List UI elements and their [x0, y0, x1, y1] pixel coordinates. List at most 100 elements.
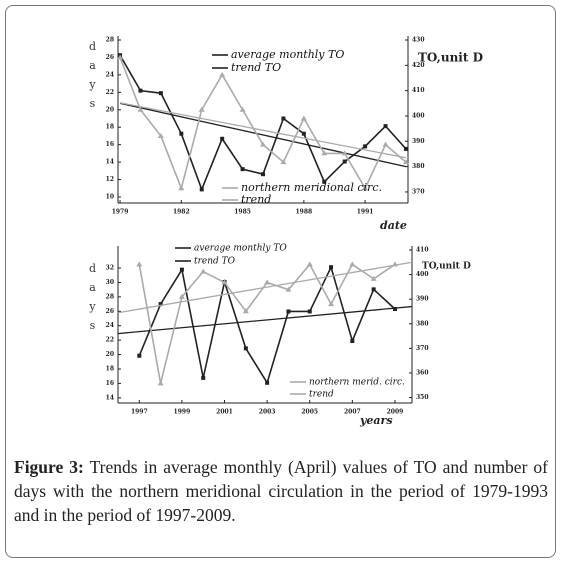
x-axis-label: years	[359, 414, 393, 427]
trend-line	[119, 102, 407, 159]
y-tick-label: 10	[106, 194, 114, 201]
y2-tick-label: 350	[416, 394, 429, 401]
y-tick-label: 26	[106, 54, 114, 61]
y-tick-label: 16	[106, 141, 114, 148]
marker	[306, 261, 313, 267]
marker	[301, 131, 306, 136]
y-tick-label: 18	[106, 124, 114, 131]
y-tick-label: 30	[106, 279, 114, 286]
y-tick-label: 26	[106, 308, 114, 315]
y-tick-label: 28	[106, 293, 114, 300]
marker	[242, 308, 249, 314]
y2-axis-label: TO,unit D	[418, 51, 483, 65]
y2-tick-label: 380	[416, 320, 429, 327]
marker	[179, 267, 184, 272]
y2-tick-label: 390	[412, 138, 425, 145]
marker	[200, 268, 207, 274]
x-tick-label: 1997	[131, 409, 148, 416]
y-axis-label: days	[86, 262, 99, 338]
marker	[221, 279, 228, 285]
x-tick-label: 2001	[216, 409, 233, 416]
y2-tick-label: 370	[412, 188, 425, 195]
y2-axis-label: TO,unit D	[422, 262, 471, 272]
y2-tick-label: 380	[412, 163, 425, 170]
legend-label: trend TO	[194, 257, 236, 267]
marker	[198, 106, 205, 112]
marker	[383, 124, 388, 129]
trend-line	[117, 261, 413, 314]
y2-tick-label: 390	[416, 296, 429, 303]
caption-label: Figure 3:	[14, 457, 84, 477]
marker	[178, 293, 185, 299]
x-tick-label: 1985	[234, 209, 251, 216]
marker	[260, 141, 266, 147]
marker	[300, 115, 307, 121]
x-tick-label: 1991	[357, 209, 374, 216]
marker	[137, 106, 144, 112]
legend-label: average monthly TO	[231, 48, 344, 61]
marker	[363, 144, 368, 149]
y-tick-label: 20	[106, 106, 114, 113]
x-tick-label: 2003	[259, 409, 276, 416]
marker	[321, 150, 328, 156]
marker	[179, 131, 184, 136]
marker	[322, 179, 327, 184]
marker	[243, 346, 248, 351]
marker	[402, 159, 409, 165]
marker	[158, 302, 163, 307]
marker	[307, 309, 312, 314]
y-tick-label: 16	[106, 380, 114, 387]
marker	[286, 309, 291, 314]
y-tick-label: 22	[106, 89, 114, 96]
x-tick-label: 2007	[344, 409, 361, 416]
marker	[157, 132, 164, 138]
legend-label: northern meridional circ.	[241, 181, 382, 194]
marker	[341, 150, 348, 156]
y-tick-label: 18	[106, 365, 114, 372]
y-tick-label: 20	[106, 351, 114, 358]
legend-label: trend	[309, 390, 334, 400]
trend-line	[117, 305, 413, 335]
y2-tick-label: 410	[412, 87, 425, 94]
y-axis-label: days	[86, 40, 99, 116]
marker	[328, 301, 335, 307]
marker	[280, 159, 287, 165]
marker	[329, 265, 334, 270]
marker	[403, 146, 408, 151]
x-tick-label: 2009	[387, 409, 404, 416]
caption-text: Trends in average monthly (April) values…	[14, 457, 549, 525]
x-tick-label: 1979	[112, 209, 129, 216]
trend-line	[119, 102, 407, 168]
legend-label: trend TO	[231, 61, 281, 74]
marker	[261, 172, 265, 177]
y2-tick-label: 360	[416, 369, 429, 376]
y2-tick-label: 400	[412, 112, 425, 119]
marker	[371, 287, 376, 292]
legend-label: northern merid. circ.	[309, 378, 405, 388]
marker	[157, 380, 164, 386]
y2-tick-label: 400	[416, 271, 429, 278]
marker	[382, 141, 389, 147]
legend-label: average monthly TO	[194, 244, 287, 254]
marker	[201, 375, 206, 380]
marker	[392, 307, 397, 312]
y-tick-label: 32	[106, 265, 114, 272]
marker	[240, 167, 245, 172]
marker	[158, 91, 163, 96]
marker	[199, 187, 204, 192]
y-tick-label: 24	[106, 322, 114, 329]
marker	[362, 185, 369, 191]
marker	[117, 54, 124, 60]
y2-tick-label: 420	[412, 62, 425, 69]
y-tick-label: 12	[106, 176, 114, 183]
charts: 10 12 14 16 18 20 22 24 26 28 370 380 390 400 410 420 43…	[86, 36, 483, 427]
x-tick-label: 2005	[301, 409, 318, 416]
marker	[281, 116, 286, 121]
x-axis-label: date	[380, 219, 407, 232]
x-tick-label: 1999	[174, 409, 191, 416]
marker	[285, 286, 292, 292]
marker	[239, 106, 246, 112]
caption: Figure 3: Trends in average monthly (Apr…	[14, 455, 548, 527]
marker	[342, 159, 347, 164]
marker	[349, 261, 356, 267]
